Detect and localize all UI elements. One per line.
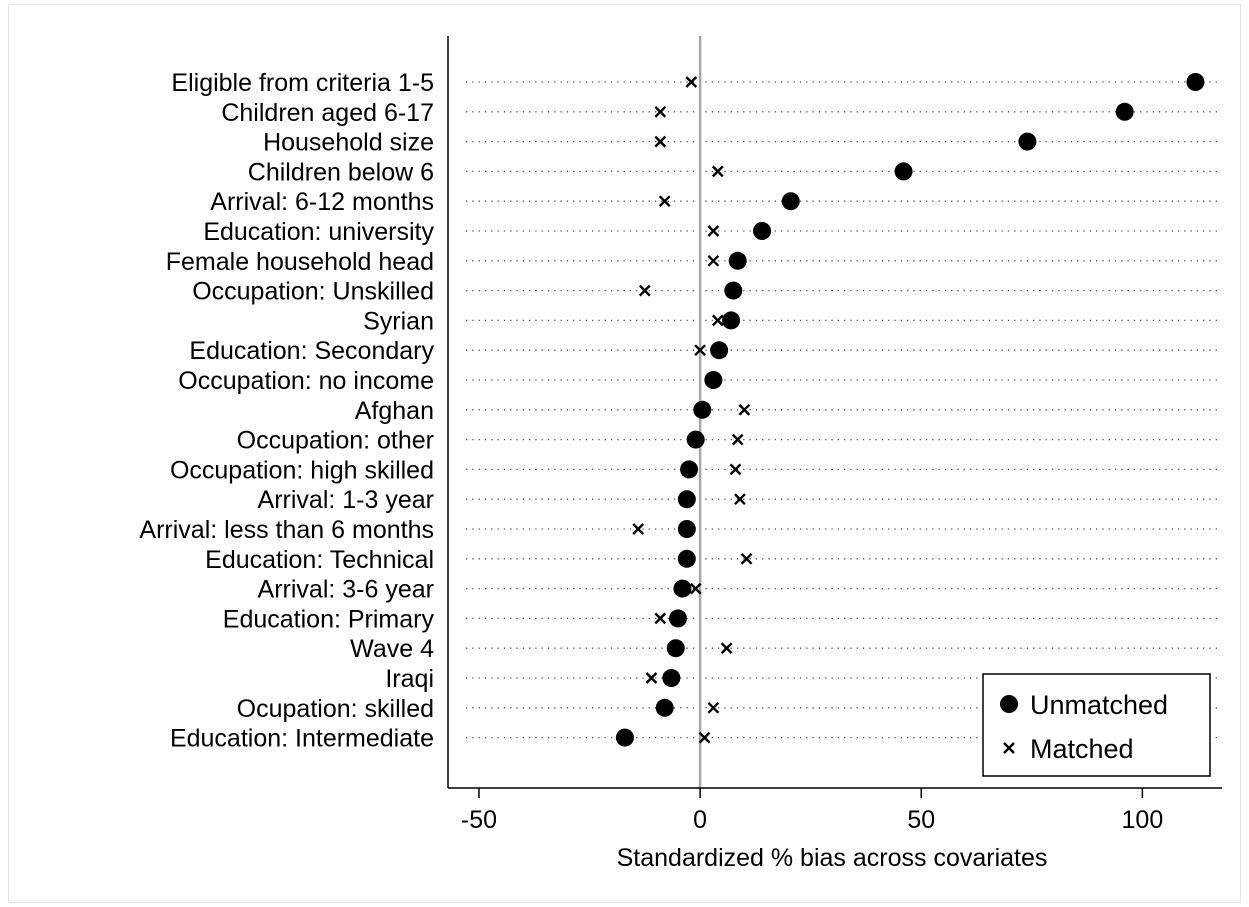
- legend-box: [982, 673, 1211, 777]
- matched-point: [707, 701, 720, 714]
- legend-unmatched-marker: [1000, 695, 1018, 713]
- unmatched-point: [1186, 73, 1205, 91]
- matched-point: [654, 105, 667, 118]
- category-label: Education: Primary: [223, 605, 435, 633]
- x-ticks: -50 0 50 100 Standardized % bias across cova…: [461, 788, 1163, 872]
- grid-lines: [466, 81, 1222, 739]
- x-tick-label: -50: [461, 806, 497, 834]
- unmatched-point: [615, 728, 634, 747]
- matched-point: [638, 284, 651, 297]
- category-label: Arrival: 3-6 year: [258, 576, 434, 604]
- matched-point: [720, 642, 733, 655]
- matched-point: [707, 254, 720, 267]
- category-label: Arrival: less than 6 months: [139, 516, 434, 544]
- matched-point: [698, 731, 711, 744]
- x-axis-title: Standardized % bias across covariates: [617, 844, 1048, 872]
- category-label: Wave 4: [350, 635, 434, 663]
- category-label: Education: Technical: [205, 546, 434, 574]
- unmatched-point: [686, 430, 705, 449]
- category-label: Children below 6: [248, 158, 434, 186]
- unmatched-point: [781, 192, 800, 211]
- matched-point: [707, 225, 720, 237]
- matched-point: [632, 523, 645, 535]
- unmatched-point: [1018, 132, 1037, 151]
- unmatched-point: [704, 371, 723, 389]
- x-tick-label: 50: [907, 806, 935, 834]
- unmatched-point: [710, 341, 729, 360]
- matched-point: [729, 463, 742, 476]
- category-label: Iraqi: [385, 665, 434, 693]
- x-tick-label: 100: [1122, 806, 1164, 834]
- x-tick-label: 0: [693, 806, 707, 834]
- matched-point: [654, 135, 667, 148]
- matched-point: [645, 672, 658, 684]
- matched-point: [738, 403, 751, 416]
- category-label: Occupation: high skilled: [170, 456, 434, 484]
- category-label: Afghan: [355, 397, 434, 425]
- matched-point: [694, 344, 706, 357]
- matched-point: [685, 76, 698, 88]
- legend-label: Matched: [1030, 734, 1134, 764]
- matched-point: [734, 493, 746, 506]
- legend-matched-marker: [1003, 742, 1015, 754]
- category-label: Education: university: [203, 218, 434, 246]
- matched-point: [711, 314, 724, 327]
- category-label: Syrian: [363, 307, 434, 335]
- legend: Unmatched Matched: [982, 673, 1211, 777]
- unmatched-point: [673, 579, 692, 598]
- unmatched-point: [668, 609, 687, 628]
- matched-point: [711, 165, 724, 178]
- unmatched-point: [680, 460, 699, 479]
- unmatched-point: [666, 639, 685, 658]
- category-label: Ocupation: skilled: [237, 695, 434, 723]
- unmatched-point: [728, 251, 747, 270]
- matched-point: [740, 552, 753, 565]
- unmatched-point: [677, 520, 696, 538]
- unmatched-point: [894, 162, 913, 181]
- category-label: Household size: [263, 129, 434, 157]
- category-label: Eligible from criteria 1-5: [171, 69, 434, 97]
- category-label: Arrival: 6-12 months: [210, 188, 434, 216]
- matched-point: [731, 433, 744, 446]
- matched-point: [654, 612, 667, 625]
- unmatched-point: [722, 311, 741, 330]
- category-label: Occupation: Unskilled: [192, 278, 434, 306]
- unmatched-point: [655, 698, 674, 717]
- unmatched-point: [1115, 102, 1134, 121]
- category-label: Female household head: [166, 248, 434, 276]
- category-label: Education: Secondary: [189, 337, 434, 365]
- matched-point: [709, 374, 722, 386]
- data-points: [615, 73, 1205, 747]
- unmatched-point: [677, 549, 696, 568]
- category-label: Occupation: no income: [178, 367, 434, 395]
- category-label: Occupation: other: [237, 427, 434, 455]
- matched-point: [658, 195, 671, 208]
- category-label: Children aged 6-17: [221, 99, 434, 127]
- category-label: Education: Intermediate: [170, 725, 434, 753]
- unmatched-point: [662, 669, 681, 687]
- legend-label: Unmatched: [1030, 690, 1168, 720]
- unmatched-point: [677, 490, 696, 509]
- category-label: Arrival: 1-3 year: [258, 486, 434, 514]
- unmatched-point: [724, 281, 743, 300]
- unmatched-point: [753, 222, 772, 240]
- unmatched-point: [693, 400, 712, 419]
- matched-point: [689, 582, 702, 595]
